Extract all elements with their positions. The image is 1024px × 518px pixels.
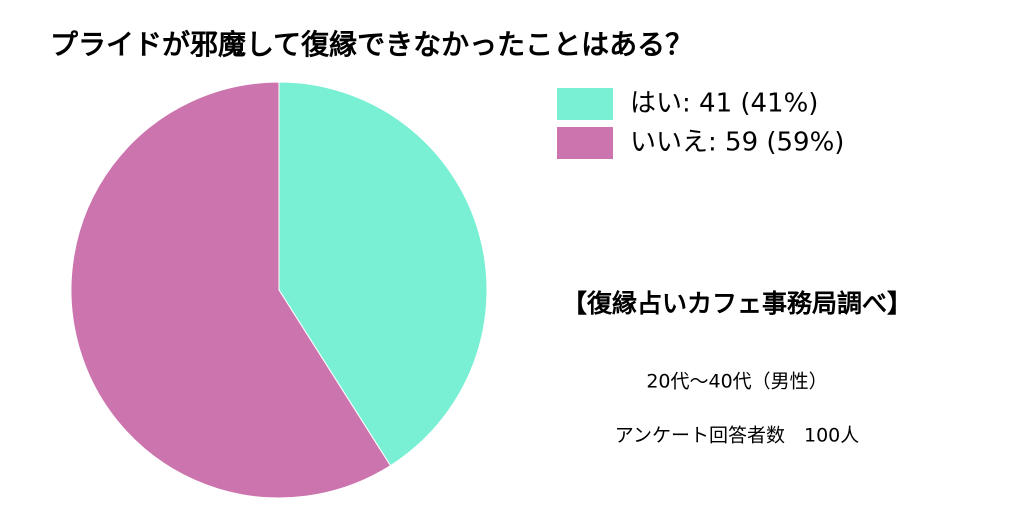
source-note: 【復縁占いカフェ事務局調べ】	[562, 289, 912, 318]
legend-label: はい: 41 (41%)	[630, 89, 818, 119]
legend-swatch	[557, 127, 613, 159]
chart-title: プライドが邪魔して復縁できなかったことはある？	[50, 28, 693, 61]
annotation: アンケート回答者数 100人	[615, 425, 860, 447]
annotation: 20代〜40代（男性）	[646, 371, 827, 393]
legend-label: いいえ: 59 (59%)	[630, 128, 844, 158]
pie-slice	[70, 81, 392, 499]
legend-swatch	[557, 88, 613, 120]
pie-slice	[278, 81, 488, 467]
